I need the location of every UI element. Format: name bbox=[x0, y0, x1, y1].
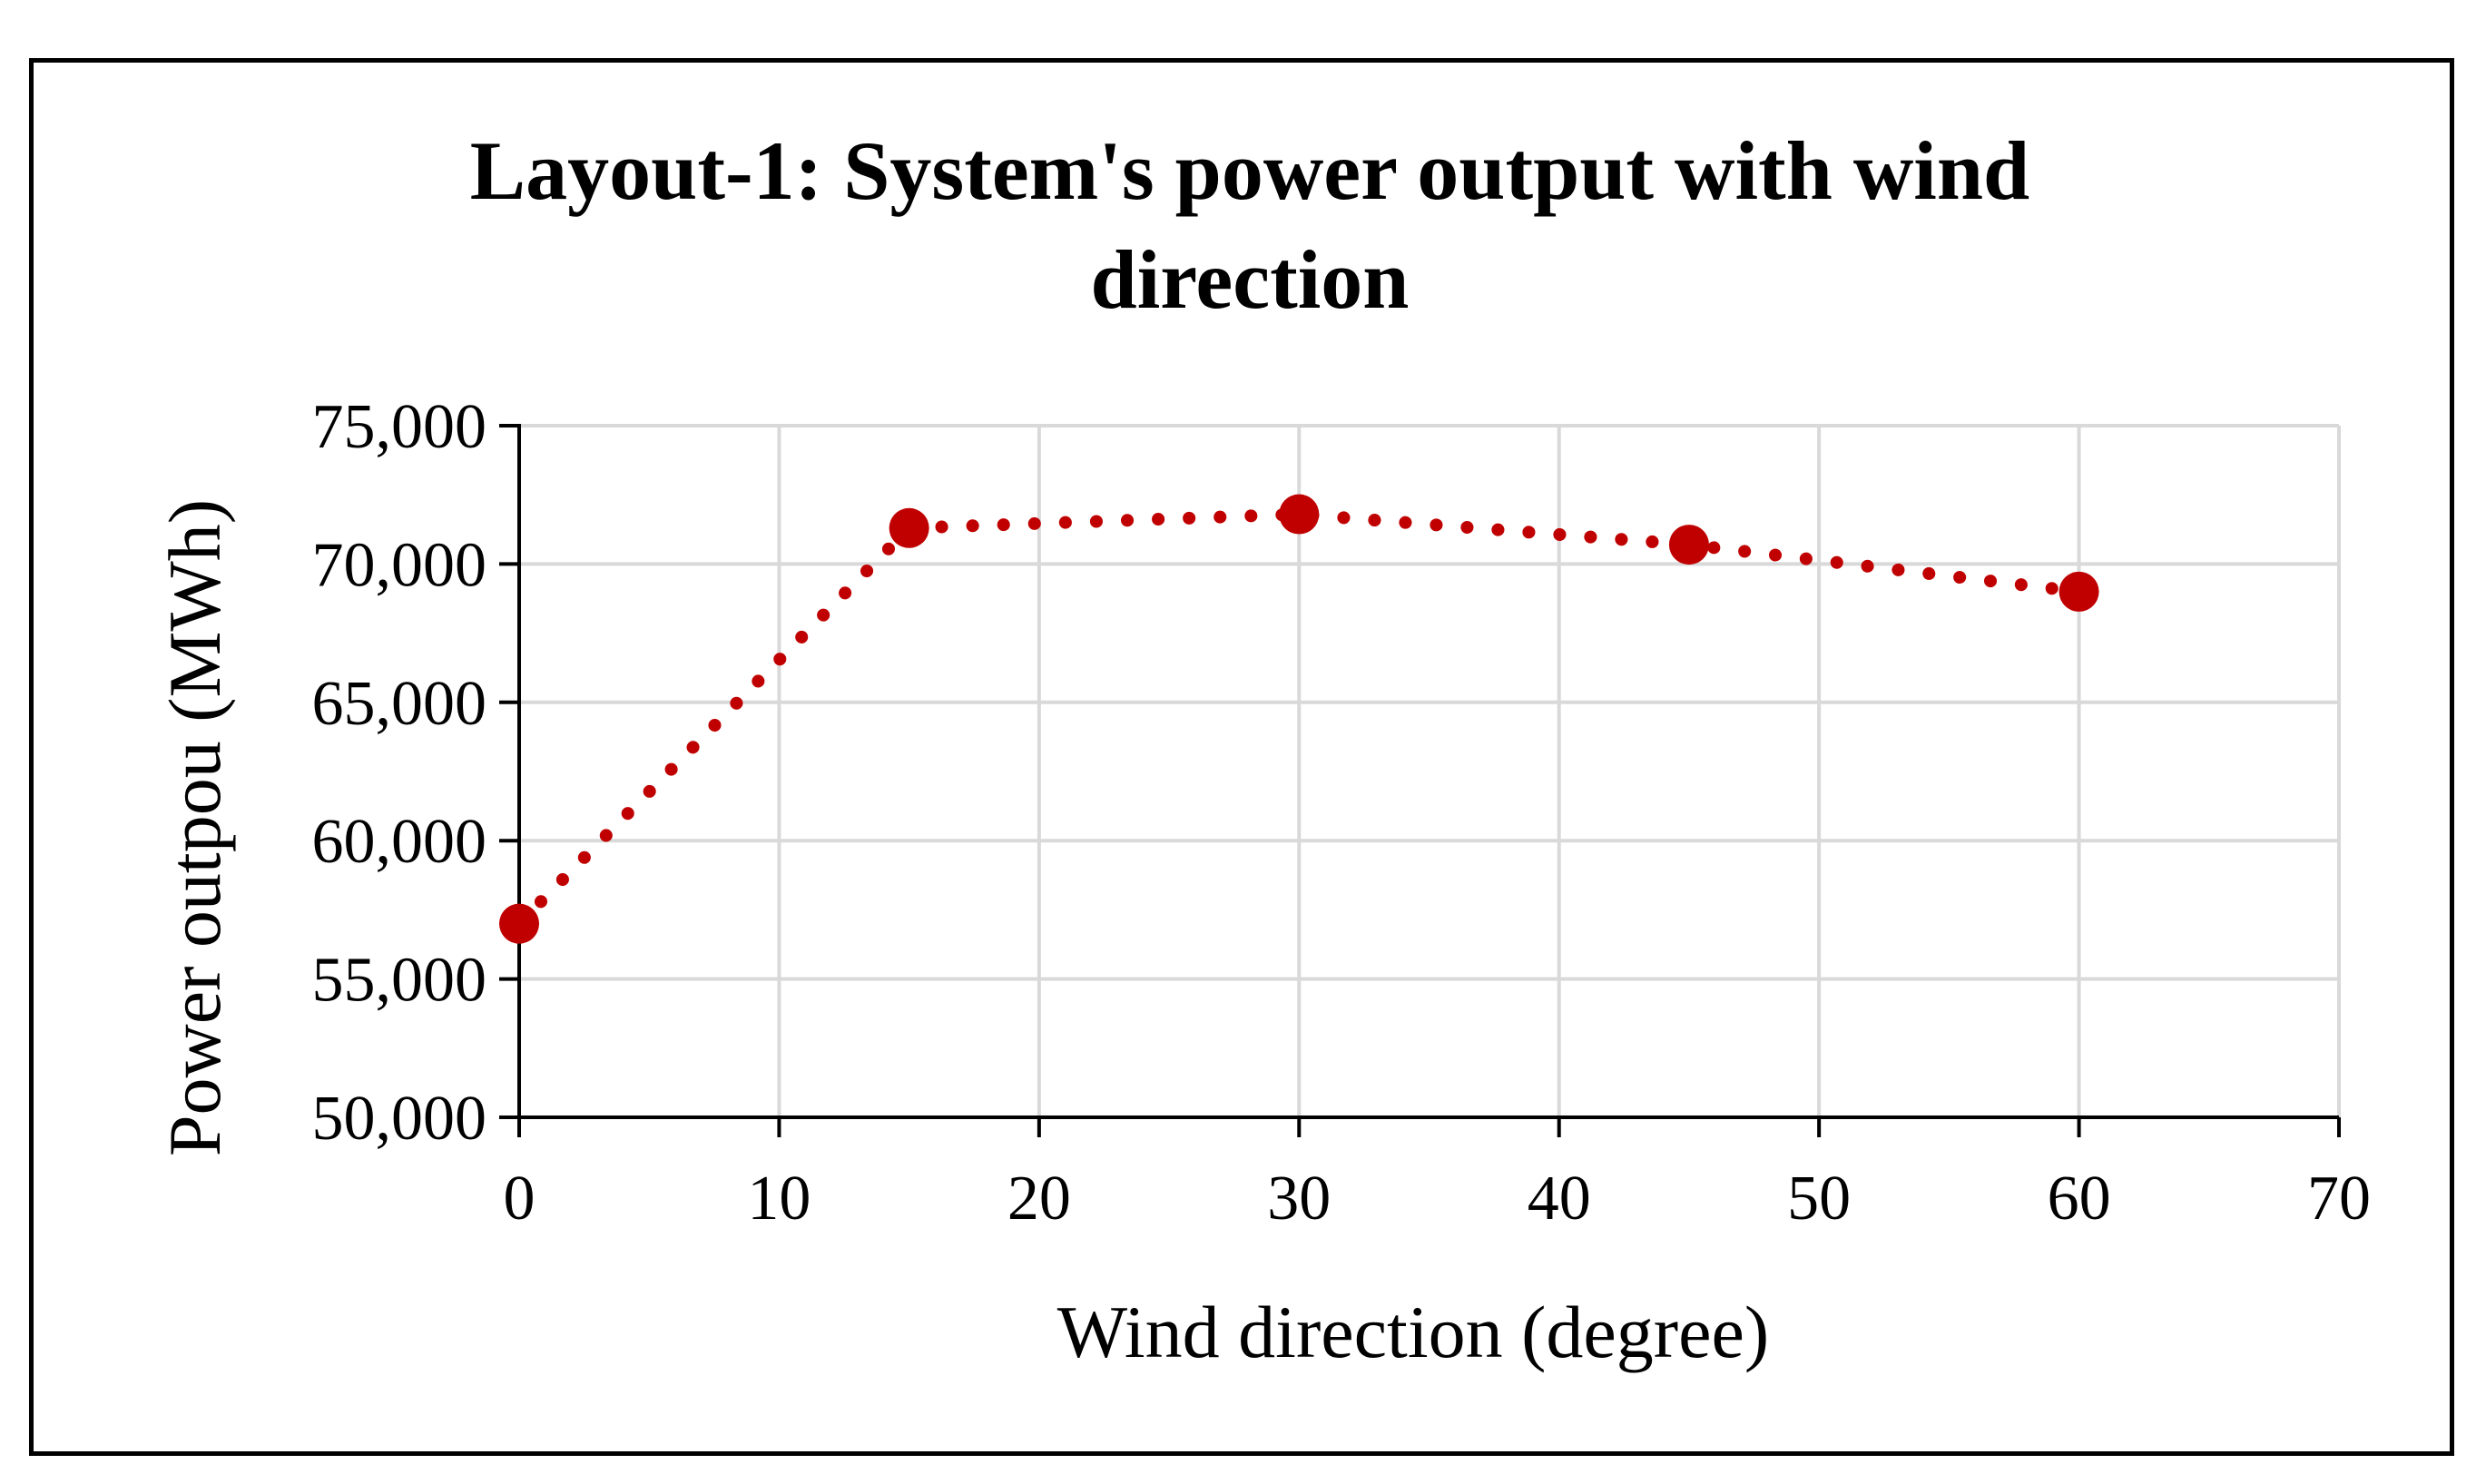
y-tick-label: 55,000 bbox=[312, 946, 487, 1016]
x-tick-label: 20 bbox=[1007, 1164, 1071, 1233]
grid-layer bbox=[519, 424, 2341, 1117]
y-tick-label: 65,000 bbox=[312, 669, 487, 739]
x-tick-label: 40 bbox=[1528, 1164, 1591, 1233]
x-tick-label: 0 bbox=[504, 1164, 536, 1233]
chart-svg: Layout-1: System's power output with win… bbox=[153, 124, 2372, 1373]
x-tick-label: 30 bbox=[1267, 1164, 1331, 1233]
series-line bbox=[513, 507, 2086, 930]
x-tick-label: 50 bbox=[1787, 1164, 1851, 1233]
x-tick-label: 60 bbox=[2048, 1164, 2111, 1233]
data-point bbox=[1668, 525, 1709, 565]
data-point bbox=[1279, 494, 1320, 535]
data-point bbox=[499, 903, 539, 944]
y-tick-label: 75,000 bbox=[312, 392, 487, 462]
data-point bbox=[2059, 571, 2099, 612]
y-tick-label: 60,000 bbox=[312, 807, 487, 877]
chart-title-line-2: direction bbox=[1091, 233, 1410, 326]
ticks-layer: 50,000 55,000 60,000 65,000 70,000 75,000 0 10 2… bbox=[312, 392, 2372, 1233]
axes-layer bbox=[517, 424, 2339, 1119]
data-point bbox=[889, 507, 929, 548]
x-axis-label: Wind direction (degree) bbox=[1057, 1291, 1769, 1373]
y-axis-label: Power outpou (MWh) bbox=[153, 499, 236, 1156]
chart-frame: Layout-1: System's power output with win… bbox=[29, 58, 2454, 1456]
y-tick-label: 70,000 bbox=[312, 530, 487, 600]
series-layer bbox=[499, 494, 2099, 944]
chart-title-line-1: Layout-1: System's power output with win… bbox=[470, 124, 2029, 217]
x-tick-label: 10 bbox=[747, 1164, 811, 1233]
x-tick-label: 70 bbox=[2307, 1164, 2371, 1233]
y-tick-label: 50,000 bbox=[312, 1084, 487, 1154]
